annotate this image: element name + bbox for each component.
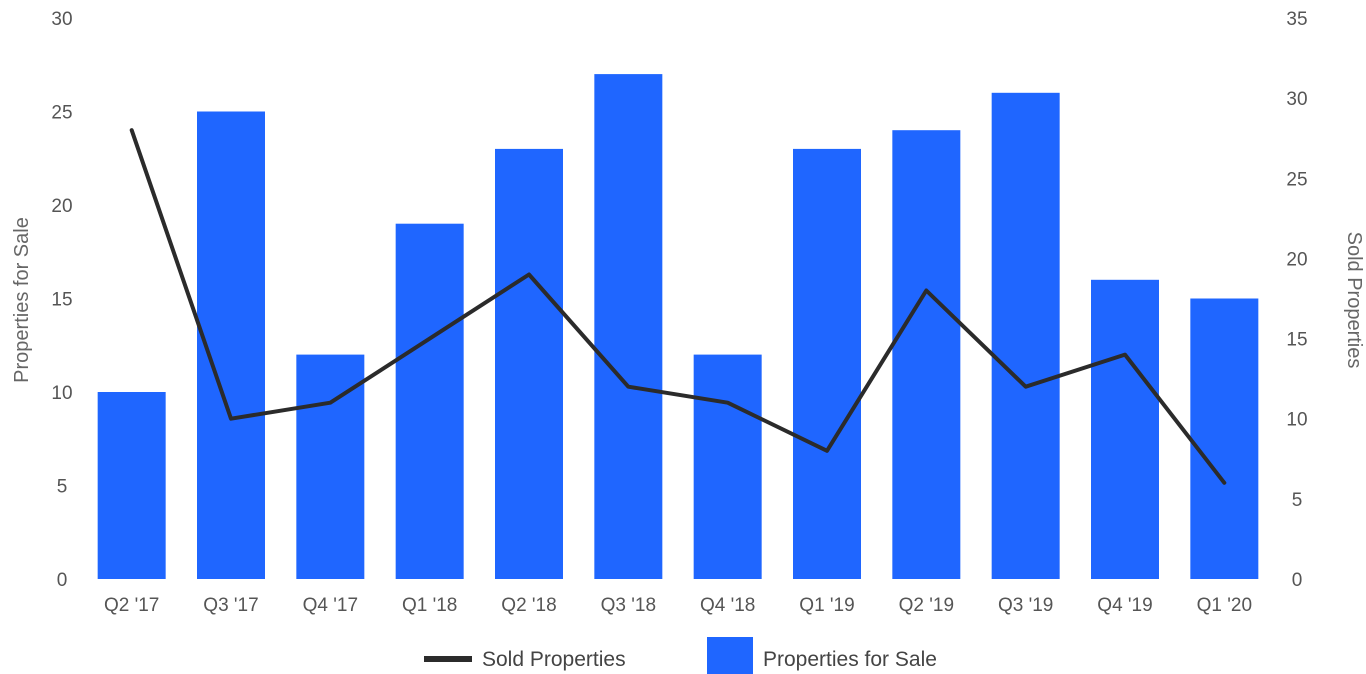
left-tick-label: 25 xyxy=(51,103,72,124)
x-tick-label: Q3 '18 xyxy=(601,595,656,616)
left-tick-label: 5 xyxy=(57,477,68,498)
right-tick-label: 5 xyxy=(1292,490,1303,511)
bar xyxy=(892,130,961,579)
right-tick-label: 10 xyxy=(1286,410,1307,431)
x-axis-ticks: Q2 '17 Q3 '17 Q4 '17 Q1 '18 Q2 '18 Q3 '18 Q4 '… xyxy=(104,595,1252,616)
sold-properties-line xyxy=(129,128,1227,485)
x-tick-label: Q1 '18 xyxy=(402,595,457,616)
right-axis-title: Sold Properties xyxy=(1343,232,1365,369)
bar xyxy=(991,92,1060,580)
left-tick-label: 10 xyxy=(51,383,72,404)
bar xyxy=(1091,279,1159,579)
bar xyxy=(197,111,265,579)
x-tick-label: Q3 '19 xyxy=(998,595,1053,616)
bar xyxy=(296,354,365,579)
x-tick-label: Q3 '17 xyxy=(203,595,258,616)
x-tick-label: Q1 '20 xyxy=(1197,595,1252,616)
left-axis-title: Properties for Sale xyxy=(11,217,33,383)
bar-series xyxy=(97,74,1259,580)
legend: Sold Properties Properties for Sale xyxy=(424,637,937,674)
bar xyxy=(793,148,861,579)
x-tick-label: Q4 '19 xyxy=(1097,595,1152,616)
right-tick-label: 20 xyxy=(1286,249,1307,270)
left-tick-label: 20 xyxy=(51,196,72,217)
right-tick-label: 15 xyxy=(1286,330,1307,351)
left-axis-ticks: 0 5 10 15 20 25 30 xyxy=(51,9,72,591)
x-tick-label: Q1 '19 xyxy=(799,595,854,616)
bar xyxy=(1190,298,1259,579)
right-axis-ticks: 0 5 10 15 20 25 30 35 xyxy=(1286,9,1307,591)
x-tick-label: Q4 '17 xyxy=(303,595,358,616)
line-series xyxy=(129,128,1227,485)
bar xyxy=(693,354,762,579)
bar xyxy=(594,74,663,579)
left-tick-label: 15 xyxy=(51,290,72,311)
right-tick-label: 30 xyxy=(1286,89,1307,110)
bar xyxy=(495,148,563,579)
x-tick-label: Q2 '17 xyxy=(104,595,159,616)
right-tick-label: 0 xyxy=(1292,570,1303,591)
right-tick-label: 35 xyxy=(1286,9,1307,30)
bar xyxy=(395,223,464,579)
left-tick-label: 0 xyxy=(57,570,68,591)
x-tick-label: Q4 '18 xyxy=(700,595,755,616)
bar xyxy=(97,392,166,579)
x-tick-label: Q2 '19 xyxy=(899,595,954,616)
x-tick-label: Q2 '18 xyxy=(501,595,556,616)
legend-label-sold-properties: Sold Properties xyxy=(482,648,626,671)
left-tick-label: 30 xyxy=(51,9,72,30)
right-tick-label: 25 xyxy=(1286,169,1307,190)
legend-bar-swatch xyxy=(707,637,753,674)
legend-label-properties-for-sale: Properties for Sale xyxy=(763,648,937,671)
